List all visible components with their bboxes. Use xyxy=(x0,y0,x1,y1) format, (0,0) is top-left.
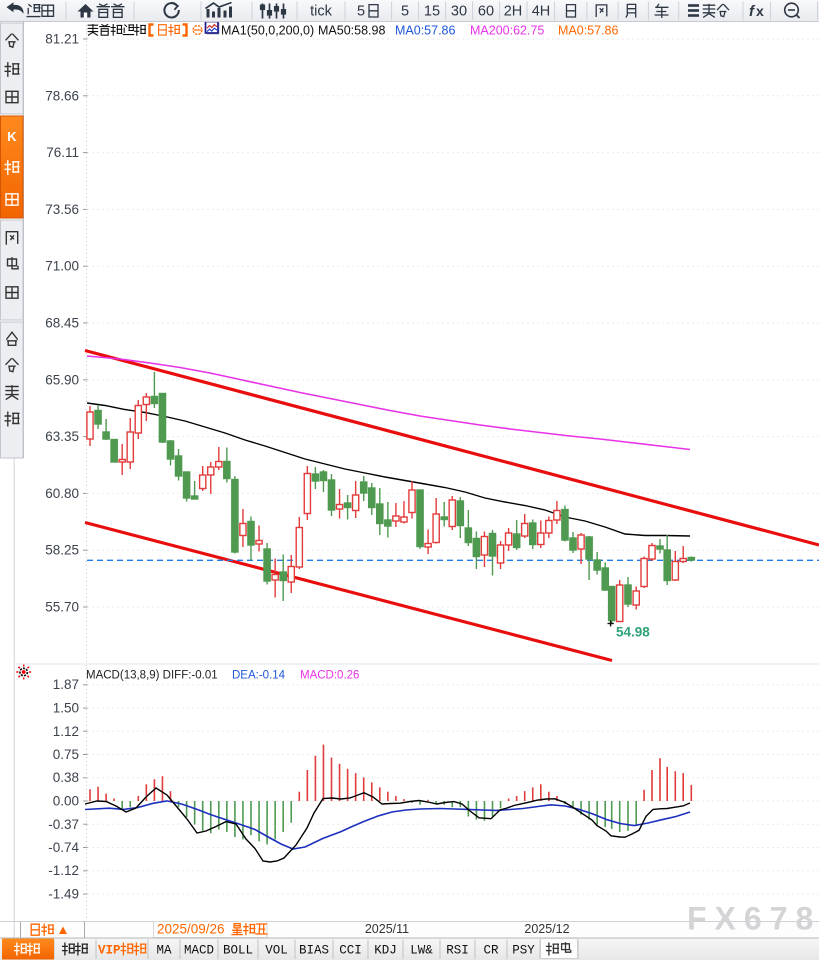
svg-text:VIP: VIP xyxy=(98,944,121,958)
svg-text:68.45: 68.45 xyxy=(45,316,79,331)
svg-text:f: f xyxy=(749,3,756,20)
svg-text:58.25: 58.25 xyxy=(45,543,79,558)
svg-text:30: 30 xyxy=(451,4,467,20)
svg-text:1.87: 1.87 xyxy=(53,677,79,692)
svg-text:0.00: 0.00 xyxy=(53,794,79,809)
svg-text:DEA:-0.14: DEA:-0.14 xyxy=(232,670,286,682)
svg-text:5: 5 xyxy=(401,4,409,20)
svg-text:CCI: CCI xyxy=(339,944,362,958)
svg-text:MA: MA xyxy=(156,944,172,958)
svg-text:0.38: 0.38 xyxy=(53,770,79,785)
svg-text:K: K xyxy=(7,129,17,144)
svg-text:-0.74: -0.74 xyxy=(48,840,79,855)
svg-text:LW&: LW& xyxy=(410,944,433,958)
svg-text:60: 60 xyxy=(478,4,494,20)
svg-text:54.98: 54.98 xyxy=(616,625,650,640)
svg-text:MA1(50,0,200,0): MA1(50,0,200,0) xyxy=(221,24,314,38)
svg-text:55.70: 55.70 xyxy=(45,600,79,615)
svg-text:4H: 4H xyxy=(532,4,551,20)
svg-text:FX678: FX678 xyxy=(687,901,819,937)
svg-text:65.90: 65.90 xyxy=(45,372,79,387)
svg-text:1.50: 1.50 xyxy=(53,701,79,716)
svg-text:BOLL: BOLL xyxy=(223,944,253,958)
svg-text:5: 5 xyxy=(357,4,365,20)
svg-text:MACD:0.26: MACD:0.26 xyxy=(300,670,359,682)
svg-text:73.56: 73.56 xyxy=(45,202,79,217)
svg-text:71.00: 71.00 xyxy=(45,259,79,274)
svg-text:VOL: VOL xyxy=(265,944,288,958)
svg-text:x: x xyxy=(756,3,764,19)
svg-text:MACD(13,8,9) DIFF:-0.01: MACD(13,8,9) DIFF:-0.01 xyxy=(86,670,218,682)
svg-text:tick: tick xyxy=(310,4,333,20)
svg-text:2025/11: 2025/11 xyxy=(365,922,409,936)
svg-text:PSY: PSY xyxy=(512,944,535,958)
svg-text:2025/12: 2025/12 xyxy=(524,922,569,936)
svg-text:1.12: 1.12 xyxy=(53,724,79,739)
svg-text:KDJ: KDJ xyxy=(374,944,397,958)
svg-text:BIAS: BIAS xyxy=(299,944,329,958)
svg-text:-0.37: -0.37 xyxy=(48,817,79,832)
svg-text:-1.12: -1.12 xyxy=(48,863,79,878)
svg-text:MA0:57.86: MA0:57.86 xyxy=(395,24,456,38)
svg-text:MACD: MACD xyxy=(184,944,214,958)
svg-text:MA0:57.86: MA0:57.86 xyxy=(558,24,619,38)
svg-text:76.11: 76.11 xyxy=(46,145,79,160)
svg-text:-1.49: -1.49 xyxy=(48,887,79,902)
svg-text:MA50:58.98: MA50:58.98 xyxy=(318,24,385,38)
svg-text:15: 15 xyxy=(424,4,440,20)
svg-text:2025/09/26: 2025/09/26 xyxy=(157,922,225,937)
svg-text:81.21: 81.21 xyxy=(45,32,79,47)
svg-text:2H: 2H xyxy=(504,4,523,20)
svg-text:CR: CR xyxy=(483,944,499,958)
svg-text:60.80: 60.80 xyxy=(45,486,79,501)
svg-text:63.35: 63.35 xyxy=(45,429,79,444)
svg-text:0.75: 0.75 xyxy=(53,747,79,762)
svg-text:78.66: 78.66 xyxy=(45,88,79,103)
svg-text:RSI: RSI xyxy=(446,944,469,958)
svg-text:MA200:62.75: MA200:62.75 xyxy=(470,24,544,38)
